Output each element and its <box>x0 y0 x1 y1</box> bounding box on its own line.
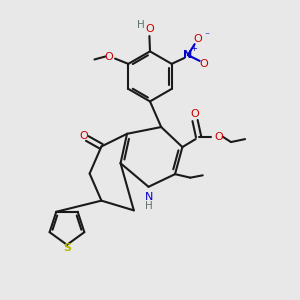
Text: O: O <box>194 34 203 44</box>
Text: ⁻: ⁻ <box>204 32 209 41</box>
Text: O: O <box>200 59 208 69</box>
Text: N: N <box>183 50 193 60</box>
Text: O: O <box>145 24 154 34</box>
Text: O: O <box>215 132 224 142</box>
Text: H: H <box>145 201 153 211</box>
Text: O: O <box>191 109 200 119</box>
Text: +: + <box>190 44 196 53</box>
Text: H: H <box>137 20 145 30</box>
Text: O: O <box>80 131 88 141</box>
Text: N: N <box>145 192 153 202</box>
Text: O: O <box>105 52 114 62</box>
Text: S: S <box>63 243 71 253</box>
